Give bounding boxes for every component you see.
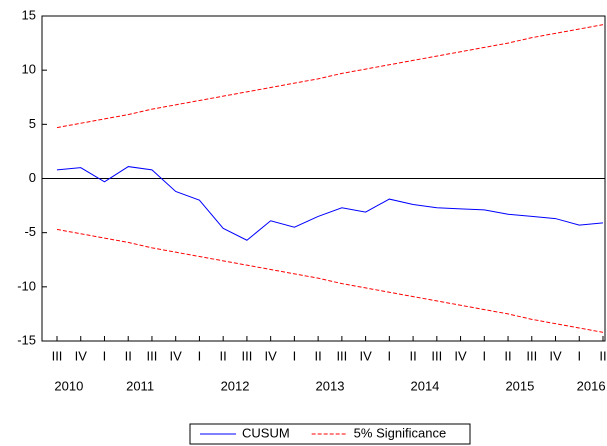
x-tick-label: IV [170,348,183,363]
year-label: 2010 [54,378,83,393]
x-tick-label: I [293,348,297,363]
x-tick-label: III [147,348,158,363]
x-tick-label: IV [75,348,88,363]
x-tick-label: III [431,348,442,363]
series-line [56,24,604,129]
x-tick-label: II [315,348,322,363]
x-tick-label: III [526,348,537,363]
x-tick-label: III [241,348,252,363]
year-label: 2016 [577,378,606,393]
x-tick-label: I [577,348,581,363]
year-label: 2014 [410,378,439,393]
x-tick-label: II [504,348,511,363]
x-tick-label: IV [359,348,372,363]
x-tick-label: II [409,348,416,363]
y-tick-label: -15 [17,332,36,347]
x-tick-label: II [125,348,132,363]
y-tick-label: 15 [22,7,36,22]
x-tick-label: II [220,348,227,363]
y-tick-label: -5 [24,224,36,239]
year-label: 2015 [505,378,534,393]
series-line [56,228,604,333]
y-tick-label: 10 [22,62,36,77]
x-tick-label: III [52,348,63,363]
x-tick-label: IV [549,348,562,363]
year-label: 2011 [126,378,154,393]
x-tick-label: III [336,348,347,363]
x-tick-label: I [198,348,202,363]
x-tick-label: II [599,348,606,363]
x-tick-label: IV [265,348,278,363]
legend-label: CUSUM [242,425,290,440]
x-tick-label: I [482,348,486,363]
y-tick-label: 5 [29,116,36,131]
year-label: 2012 [221,378,250,393]
legend-label: 5% Significance [354,425,447,440]
y-tick-label: -10 [17,278,36,293]
x-tick-label: IV [454,348,467,363]
x-tick-label: I [103,348,107,363]
x-tick-label: I [388,348,392,363]
y-tick-label: 0 [29,170,36,185]
year-label: 2013 [316,378,345,393]
series-line [56,166,604,241]
